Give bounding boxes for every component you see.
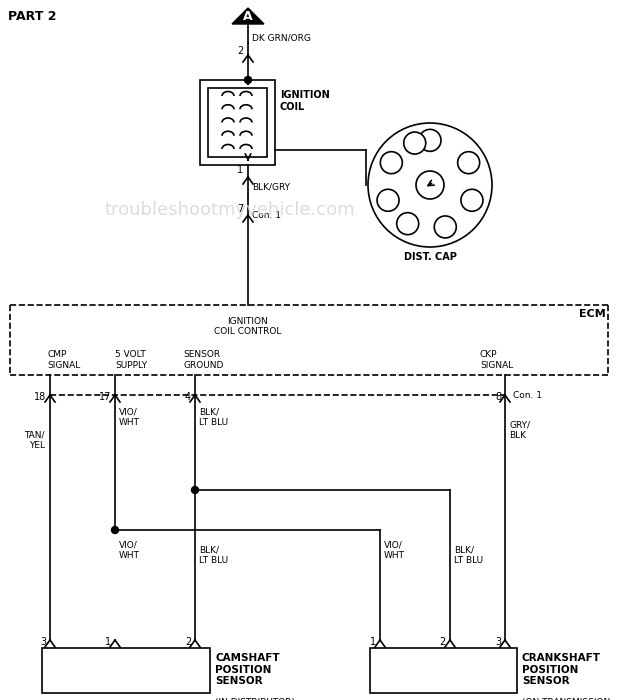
Text: A: A <box>243 10 253 24</box>
Text: 5 VOLT
SUPPLY: 5 VOLT SUPPLY <box>115 350 147 370</box>
Circle shape <box>404 132 426 154</box>
Text: 5: 5 <box>404 218 411 229</box>
Text: 2: 2 <box>237 46 243 56</box>
Circle shape <box>458 152 480 174</box>
Text: VIO/
WHT: VIO/ WHT <box>119 540 140 560</box>
Text: Con. 1: Con. 1 <box>513 391 542 400</box>
Text: CAMSHAFT
POSITION
SENSOR: CAMSHAFT POSITION SENSOR <box>215 653 279 686</box>
Text: 3: 3 <box>495 637 501 647</box>
Text: 1: 1 <box>105 637 111 647</box>
Bar <box>42 648 210 693</box>
Text: BLK/
LT BLU: BLK/ LT BLU <box>199 545 228 565</box>
Circle shape <box>461 189 483 211</box>
Text: 17: 17 <box>99 392 111 402</box>
Text: 6: 6 <box>442 222 449 232</box>
Text: 4: 4 <box>465 158 472 168</box>
Text: VIO/
WHT: VIO/ WHT <box>384 540 405 560</box>
Text: troubleshootmyvehicle.com: troubleshootmyvehicle.com <box>104 201 355 219</box>
Circle shape <box>192 486 198 493</box>
Circle shape <box>377 189 399 211</box>
Text: 7: 7 <box>384 195 391 205</box>
Text: CRANKSHAFT
POSITION
SENSOR: CRANKSHAFT POSITION SENSOR <box>522 653 601 686</box>
Text: 1: 1 <box>237 165 243 175</box>
Text: TAN/
YEL: TAN/ YEL <box>25 430 45 449</box>
Text: 2: 2 <box>185 637 191 647</box>
Text: 3: 3 <box>468 195 475 205</box>
Text: Con. 1: Con. 1 <box>252 211 281 220</box>
Text: 8: 8 <box>495 392 501 402</box>
Text: 4: 4 <box>185 392 191 402</box>
Text: 1: 1 <box>370 637 376 647</box>
Circle shape <box>419 130 441 151</box>
Text: PART 2: PART 2 <box>8 10 56 23</box>
Text: 7: 7 <box>237 204 243 214</box>
Text: IGNITION
COIL: IGNITION COIL <box>280 90 330 111</box>
Polygon shape <box>232 8 264 24</box>
Bar <box>370 648 517 693</box>
Text: 18: 18 <box>34 392 46 402</box>
Text: IGNITION
COIL CONTROL: IGNITION COIL CONTROL <box>214 317 282 337</box>
Text: DIST. CAP: DIST. CAP <box>404 252 457 262</box>
Circle shape <box>416 171 444 199</box>
Text: (ON TRANSMISSION
 BELLHOUSING): (ON TRANSMISSION BELLHOUSING) <box>522 698 610 700</box>
Text: BLK/GRY: BLK/GRY <box>252 183 290 192</box>
Circle shape <box>380 152 402 174</box>
Circle shape <box>368 123 492 247</box>
Text: GRY/
BLK: GRY/ BLK <box>509 420 530 440</box>
Text: 2: 2 <box>388 158 395 168</box>
Text: VIO/
WHT: VIO/ WHT <box>119 407 140 427</box>
Text: BLK/
LT BLU: BLK/ LT BLU <box>454 545 483 565</box>
Text: ECM: ECM <box>579 309 606 319</box>
Circle shape <box>245 76 252 83</box>
Circle shape <box>111 526 119 533</box>
Text: CKP
SIGNAL: CKP SIGNAL <box>480 350 514 370</box>
Text: 3: 3 <box>40 637 46 647</box>
Text: SENSOR
GROUND: SENSOR GROUND <box>183 350 223 370</box>
Text: 1: 1 <box>412 138 418 148</box>
Bar <box>208 88 267 157</box>
Text: BLK/
LT BLU: BLK/ LT BLU <box>199 407 228 427</box>
Text: 8: 8 <box>426 135 433 146</box>
Text: 2: 2 <box>440 637 446 647</box>
Bar <box>200 80 275 165</box>
Text: CMP
SIGNAL: CMP SIGNAL <box>47 350 80 370</box>
Circle shape <box>397 213 418 234</box>
Text: DK GRN/ORG: DK GRN/ORG <box>252 34 311 43</box>
Text: (IN DISTRIBUTOR): (IN DISTRIBUTOR) <box>215 698 295 700</box>
Circle shape <box>434 216 456 238</box>
